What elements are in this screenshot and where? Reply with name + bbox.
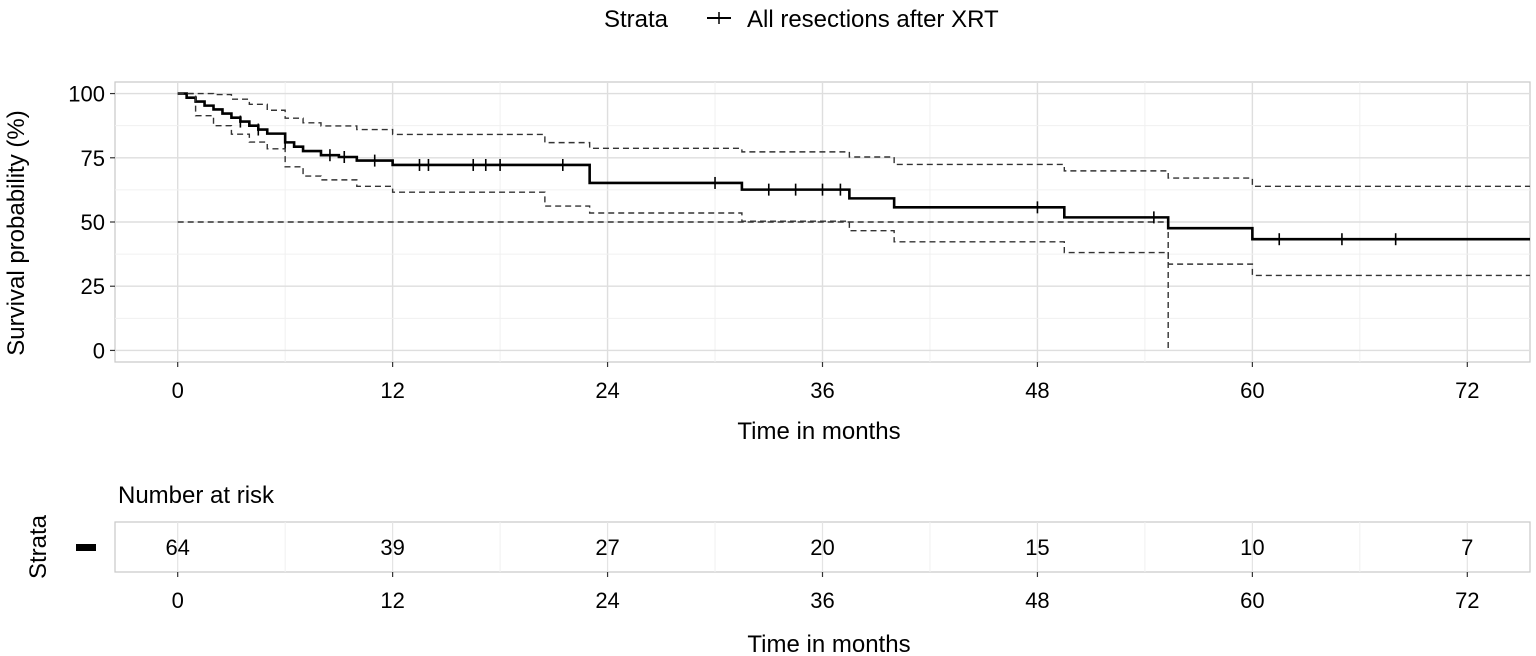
legend-entry: All resections after XRT <box>747 6 999 33</box>
series-layer <box>177 92 1530 277</box>
x-tick-label: 0 <box>172 378 184 403</box>
risk-count: 7 <box>1461 535 1473 560</box>
y-tick-label: 25 <box>81 274 105 299</box>
risk-table-x-axis: 0 12 24 36 48 60 72 <box>172 572 1480 613</box>
legend-title: Strata <box>604 6 669 33</box>
x-tick-label: 24 <box>595 378 619 403</box>
x-tick-label: 48 <box>1025 378 1049 403</box>
risk-x-tick-label: 24 <box>595 588 619 613</box>
x-tick-label: 72 <box>1455 378 1479 403</box>
y-tick-label: 0 <box>93 338 105 363</box>
risk-x-tick-label: 72 <box>1455 588 1479 613</box>
risk-table-gridlines <box>177 522 1468 572</box>
y-tick-label: 50 <box>81 210 105 235</box>
risk-x-tick-label: 36 <box>810 588 834 613</box>
risk-table-y-label: Strata <box>25 514 52 579</box>
risk-count: 27 <box>595 535 619 560</box>
y-axis-label: Survival probability (%) <box>3 110 30 355</box>
risk-x-tick-label: 12 <box>380 588 404 613</box>
risk-count: 10 <box>1240 535 1264 560</box>
risk-count: 20 <box>810 535 834 560</box>
risk-count: 39 <box>380 535 404 560</box>
risk-count: 15 <box>1025 535 1049 560</box>
risk-count: 64 <box>165 535 189 560</box>
risk-x-tick-label: 48 <box>1025 588 1049 613</box>
x-axis-label: Time in months <box>737 418 900 445</box>
risk-row-key <box>76 544 96 551</box>
y-axis: 0 25 50 75 100 <box>68 82 115 363</box>
risk-table-title: Number at risk <box>118 482 275 509</box>
risk-x-tick-label: 60 <box>1240 588 1264 613</box>
legend: Strata All resections after XRT <box>604 6 999 33</box>
x-tick-label: 12 <box>380 378 404 403</box>
risk-table: Number at risk 64 39 27 20 15 10 7 0 12 24 36 48 60… <box>25 482 1531 656</box>
x-tick-label: 60 <box>1240 378 1264 403</box>
upper-ci-curve <box>177 92 1530 187</box>
y-tick-label: 75 <box>81 146 105 171</box>
x-axis: 0 12 24 36 48 60 72 <box>172 362 1480 403</box>
survival-curve <box>177 92 1530 241</box>
reference-lines <box>177 221 1169 351</box>
censor-marks <box>239 115 1397 246</box>
plot-panel <box>114 81 1531 363</box>
x-tick-label: 36 <box>810 378 834 403</box>
risk-table-values: 64 39 27 20 15 10 7 <box>165 535 1473 560</box>
risk-table-x-label: Time in months <box>747 631 910 656</box>
y-tick-label: 100 <box>68 82 105 107</box>
risk-x-tick-label: 0 <box>172 588 184 613</box>
